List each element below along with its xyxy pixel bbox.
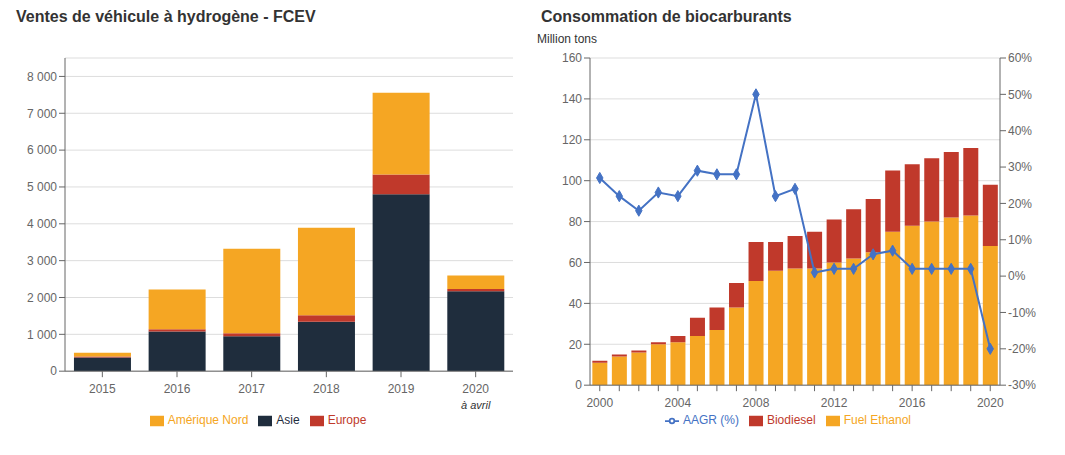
svg-text:40: 40 xyxy=(569,297,583,311)
html-text:Ventes de véhicule à hydrogène: Ventes de véhicule à hydrogène - FCEV xyxy=(16,8,316,25)
svg-text:2020: 2020 xyxy=(462,382,489,396)
html-text:Fuel Ethanol: Fuel Ethanol xyxy=(843,413,911,428)
svg-text:6 000: 6 000 xyxy=(27,143,57,157)
svg-text:0%: 0% xyxy=(1008,269,1026,283)
html-text:Amérique Nord: Amérique Nord xyxy=(167,413,249,428)
svg-text:2015: 2015 xyxy=(89,382,116,396)
svg-text:80: 80 xyxy=(569,215,583,229)
svg-text:20: 20 xyxy=(569,338,583,352)
html-text:AAGR (%): AAGR (%) xyxy=(682,413,739,428)
svg-text:7 000: 7 000 xyxy=(27,107,57,121)
svg-text:0: 0 xyxy=(575,378,582,392)
svg-text:2 000: 2 000 xyxy=(27,291,57,305)
svg-text:100: 100 xyxy=(562,174,582,188)
svg-text:4 000: 4 000 xyxy=(27,217,57,231)
svg-text:8 000: 8 000 xyxy=(27,70,57,84)
svg-text:20%: 20% xyxy=(1008,197,1032,211)
svg-text:120: 120 xyxy=(562,133,582,147)
svg-text:2017: 2017 xyxy=(238,382,265,396)
html-text:Consommation de biocarburants: Consommation de biocarburants xyxy=(541,8,792,25)
svg-text:2016: 2016 xyxy=(164,382,191,396)
svg-text:à avril: à avril xyxy=(461,399,491,411)
svg-text:60%: 60% xyxy=(1008,51,1032,65)
svg-text:140: 140 xyxy=(562,92,582,106)
html-text:Million tons: Million tons xyxy=(537,32,597,46)
svg-text:10%: 10% xyxy=(1008,233,1032,247)
svg-text:-20%: -20% xyxy=(1008,342,1036,356)
svg-text:-30%: -30% xyxy=(1008,378,1036,392)
svg-text:2018: 2018 xyxy=(313,382,340,396)
svg-text:30%: 30% xyxy=(1008,160,1032,174)
svg-text:2008: 2008 xyxy=(743,396,770,410)
svg-text:50%: 50% xyxy=(1008,88,1032,102)
svg-text:40%: 40% xyxy=(1008,124,1032,138)
svg-text:2016: 2016 xyxy=(899,396,926,410)
html-text:Europe: Europe xyxy=(327,413,367,428)
svg-text:2020: 2020 xyxy=(977,396,1004,410)
svg-text:2012: 2012 xyxy=(821,396,848,410)
svg-text:1 000: 1 000 xyxy=(27,328,57,342)
svg-text:60: 60 xyxy=(569,256,583,270)
svg-text:2000: 2000 xyxy=(586,396,613,410)
svg-text:2019: 2019 xyxy=(388,382,415,396)
svg-text:5 000: 5 000 xyxy=(27,180,57,194)
html-text:Asie: Asie xyxy=(276,413,300,428)
svg-text:2004: 2004 xyxy=(665,396,692,410)
svg-text:3 000: 3 000 xyxy=(27,254,57,268)
svg-text:-10%: -10% xyxy=(1008,306,1036,320)
svg-text:160: 160 xyxy=(562,51,582,65)
html-text:Biodiesel: Biodiesel xyxy=(767,413,816,428)
svg-text:0: 0 xyxy=(50,364,57,378)
